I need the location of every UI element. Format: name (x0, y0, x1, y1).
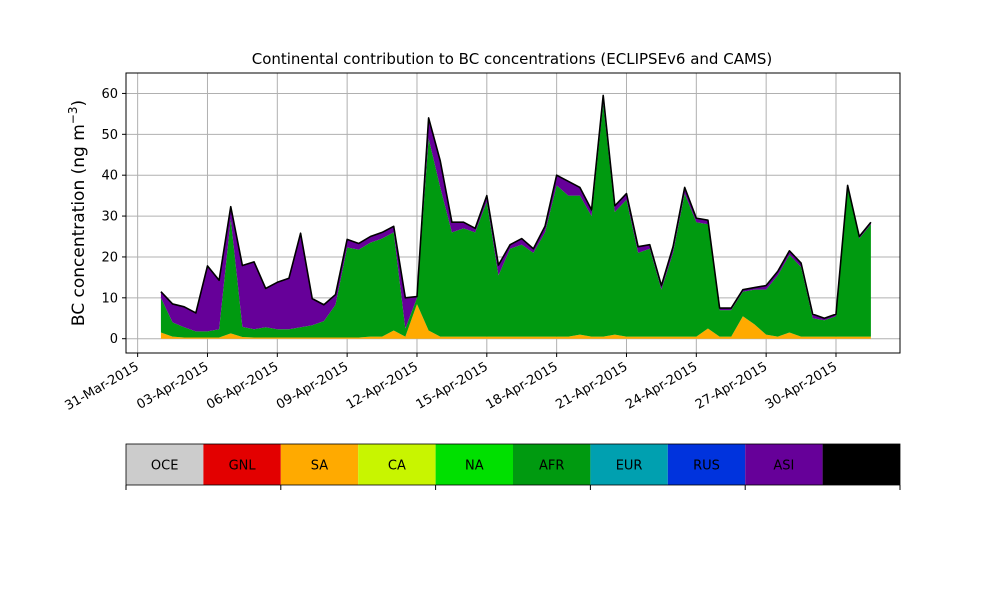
x-axis-ticks: 31-Mar-201503-Apr-201506-Apr-201509-Apr-… (63, 353, 840, 414)
x-tick-label: 09-Apr-2015 (274, 359, 351, 412)
x-tick-label: 06-Apr-2015 (204, 359, 281, 412)
legend-swatch-gnl (203, 444, 281, 485)
x-tick-label: 24-Apr-2015 (623, 359, 700, 412)
legend-label: RUS (693, 459, 720, 474)
legend-swatch-rus (667, 444, 746, 485)
y-tick-label: 60 (101, 87, 118, 102)
x-tick-label: 31-Mar-2015 (63, 359, 142, 413)
x-tick-label: 12-Apr-2015 (344, 359, 421, 412)
legend-swatch-oce (126, 444, 204, 485)
legend-swatch-aus (822, 444, 900, 485)
legend-label: CA (388, 459, 406, 474)
x-tick-label: 15-Apr-2015 (414, 359, 491, 412)
y-axis-ticks: 0 10 20 30 40 50 60 (101, 87, 126, 347)
legend-swatch-ca (358, 444, 436, 485)
legend-swatch-asi (745, 444, 823, 485)
stacked-areas (160, 95, 871, 339)
y-tick-label: 50 (101, 128, 118, 143)
legend-swatch-na (435, 444, 513, 485)
y-tick-label: 20 (101, 250, 118, 265)
legend-label: AUS (848, 459, 875, 474)
legend-label: GNL (229, 459, 257, 474)
legend-frame (125, 443, 901, 486)
legend-label: SA (311, 459, 328, 474)
legend-swatch-eur (590, 444, 668, 485)
total-line-group (160, 94, 872, 320)
y-tick-label: 40 (101, 169, 118, 184)
area-sa (160, 303, 871, 339)
legend-swatch-sa (280, 444, 359, 485)
x-tick-label: 30-Apr-2015 (763, 359, 840, 412)
legend-label: ASI (773, 459, 794, 474)
legend-label: EUR (616, 459, 643, 474)
plot-frame (125, 72, 901, 354)
legend-colorbar: OCE GNL SA CA NA AFR EUR RUS ASI AUS (125, 443, 901, 490)
y-axis-label: BC concentration (ng m−3) (66, 100, 89, 326)
x-tick-label: 21-Apr-2015 (553, 359, 630, 412)
x-tick-label: 27-Apr-2015 (693, 359, 770, 412)
y-tick-label: 10 (101, 291, 118, 306)
x-tick-label: 03-Apr-2015 (134, 359, 211, 412)
total-line (160, 94, 872, 320)
legend-swatch-afr (513, 444, 591, 485)
y-tick-label: 0 (110, 332, 118, 347)
chart-title: Continental contribution to BC concentra… (252, 50, 773, 68)
legend-label: AFR (539, 459, 564, 474)
y-tick-label: 30 (101, 210, 118, 225)
legend-label: OCE (151, 459, 179, 474)
legend-label: NA (465, 459, 484, 474)
area-afr (160, 103, 871, 338)
x-tick-label: 18-Apr-2015 (484, 359, 561, 412)
